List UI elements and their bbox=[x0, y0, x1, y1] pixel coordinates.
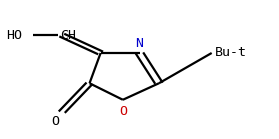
Text: HO: HO bbox=[6, 29, 22, 42]
Text: O: O bbox=[119, 105, 127, 118]
Text: CH: CH bbox=[60, 29, 76, 42]
Text: O: O bbox=[51, 115, 59, 128]
Text: Bu-t: Bu-t bbox=[215, 46, 246, 59]
Text: N: N bbox=[136, 37, 143, 50]
